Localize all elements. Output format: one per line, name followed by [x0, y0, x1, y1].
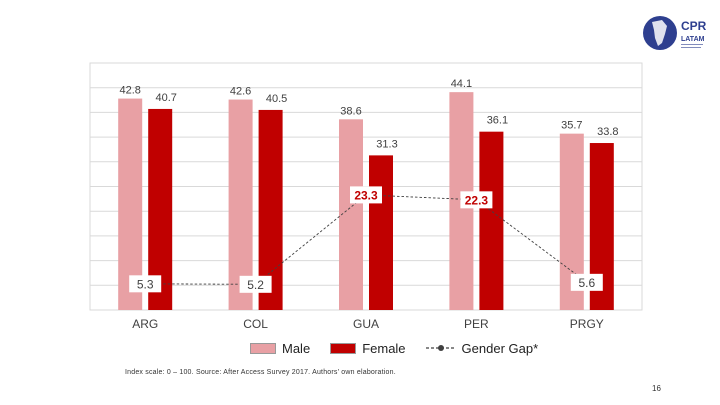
cpr-latam-logo: CPR LATAM — [640, 10, 707, 56]
data-label-female: 33.8 — [597, 126, 618, 138]
x-tick-label: PRGY — [570, 317, 604, 331]
gap-label-box — [460, 191, 493, 209]
x-tick-label: PER — [464, 317, 489, 331]
gap-data-label: 22.3 — [465, 193, 489, 207]
bar-male-gua — [339, 119, 363, 310]
svg-text:LATAM: LATAM — [681, 36, 705, 43]
gap-label-box — [570, 273, 603, 291]
gap-label-box — [350, 186, 382, 204]
legend-item-gap: Gender Gap* — [425, 340, 539, 356]
page-number: 16 — [652, 384, 661, 393]
data-label-female: 40.7 — [155, 92, 176, 104]
legend: Male Female Gender Gap* — [250, 339, 538, 357]
legend-swatch-male — [250, 342, 276, 354]
data-label-male: 35.7 — [561, 120, 582, 132]
x-tick-label: ARG — [132, 317, 158, 331]
bar-male-arg — [118, 98, 143, 311]
data-label-female: 40.5 — [266, 93, 287, 105]
data-label-female: 31.3 — [376, 138, 397, 150]
x-tick-label: GUA — [353, 317, 379, 331]
gap-data-label: 23.3 — [354, 188, 378, 202]
data-label-male: 38.6 — [340, 105, 361, 117]
data-label-male: 44.1 — [451, 78, 472, 90]
svg-text:CPR: CPR — [681, 19, 706, 33]
gap-label-box — [129, 275, 162, 293]
data-label-male: 42.8 — [119, 85, 140, 97]
gap-line — [145, 194, 588, 285]
gap-data-label: 5.3 — [137, 277, 154, 291]
gap-data-label: 5.2 — [247, 278, 264, 292]
gap-data-label: 5.6 — [578, 276, 595, 290]
source-note: Index scale: 0 – 100. Source: After Acce… — [125, 369, 396, 376]
legend-label-female: Female — [362, 340, 406, 356]
legend-label-male: Male — [282, 340, 311, 356]
bar-male-col — [228, 99, 253, 310]
legend-swatch-female — [330, 342, 357, 354]
data-label-male: 42.6 — [230, 86, 251, 98]
data-label-female: 36.1 — [487, 115, 508, 127]
legend-gap-marker-icon — [425, 345, 456, 351]
legend-item-female: Female — [330, 340, 406, 356]
legend-label-gap: Gender Gap* — [461, 340, 539, 356]
x-tick-label: COL — [243, 317, 268, 331]
gap-label-box — [239, 275, 272, 293]
legend-item-male: Male — [250, 341, 310, 356]
bar-female-per — [479, 131, 504, 310]
bar-female-gua — [369, 155, 393, 310]
